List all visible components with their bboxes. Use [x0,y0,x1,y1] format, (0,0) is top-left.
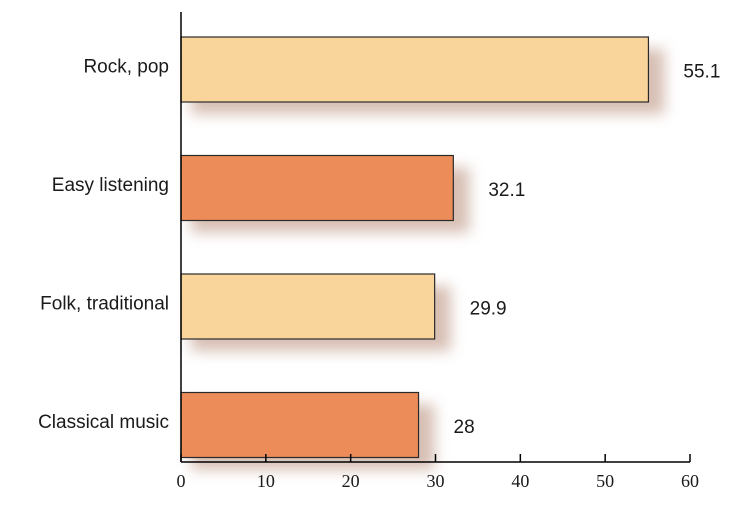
x-tick-label: 20 [342,471,360,491]
bars [180,36,650,459]
value-label: 32.1 [488,180,525,201]
value-label: 29.9 [470,299,507,320]
x-tick-label: 10 [257,471,275,491]
x-tick-label: 60 [681,471,699,491]
x-tick-label: 0 [177,471,186,491]
category-label: Easy listening [52,175,169,196]
category-label: Classical music [38,412,169,433]
value-label: 55.1 [683,62,720,83]
bar [180,154,454,222]
value-labels: 55.1 32.1 29.9 28 [454,62,721,439]
x-tick-label: 30 [427,471,445,491]
category-label: Folk, traditional [40,294,169,315]
x-tick-label: 40 [511,471,529,491]
category-labels: Rock, pop Easy listening Folk, traditional… [38,57,169,434]
bar [180,273,436,340]
category-label: Rock, pop [83,57,169,78]
x-tick-label: 50 [596,471,614,491]
bar [180,36,650,103]
value-label: 28 [454,417,475,438]
x-ticks: 0 10 20 30 40 50 60 [177,454,699,491]
bar [180,391,420,459]
